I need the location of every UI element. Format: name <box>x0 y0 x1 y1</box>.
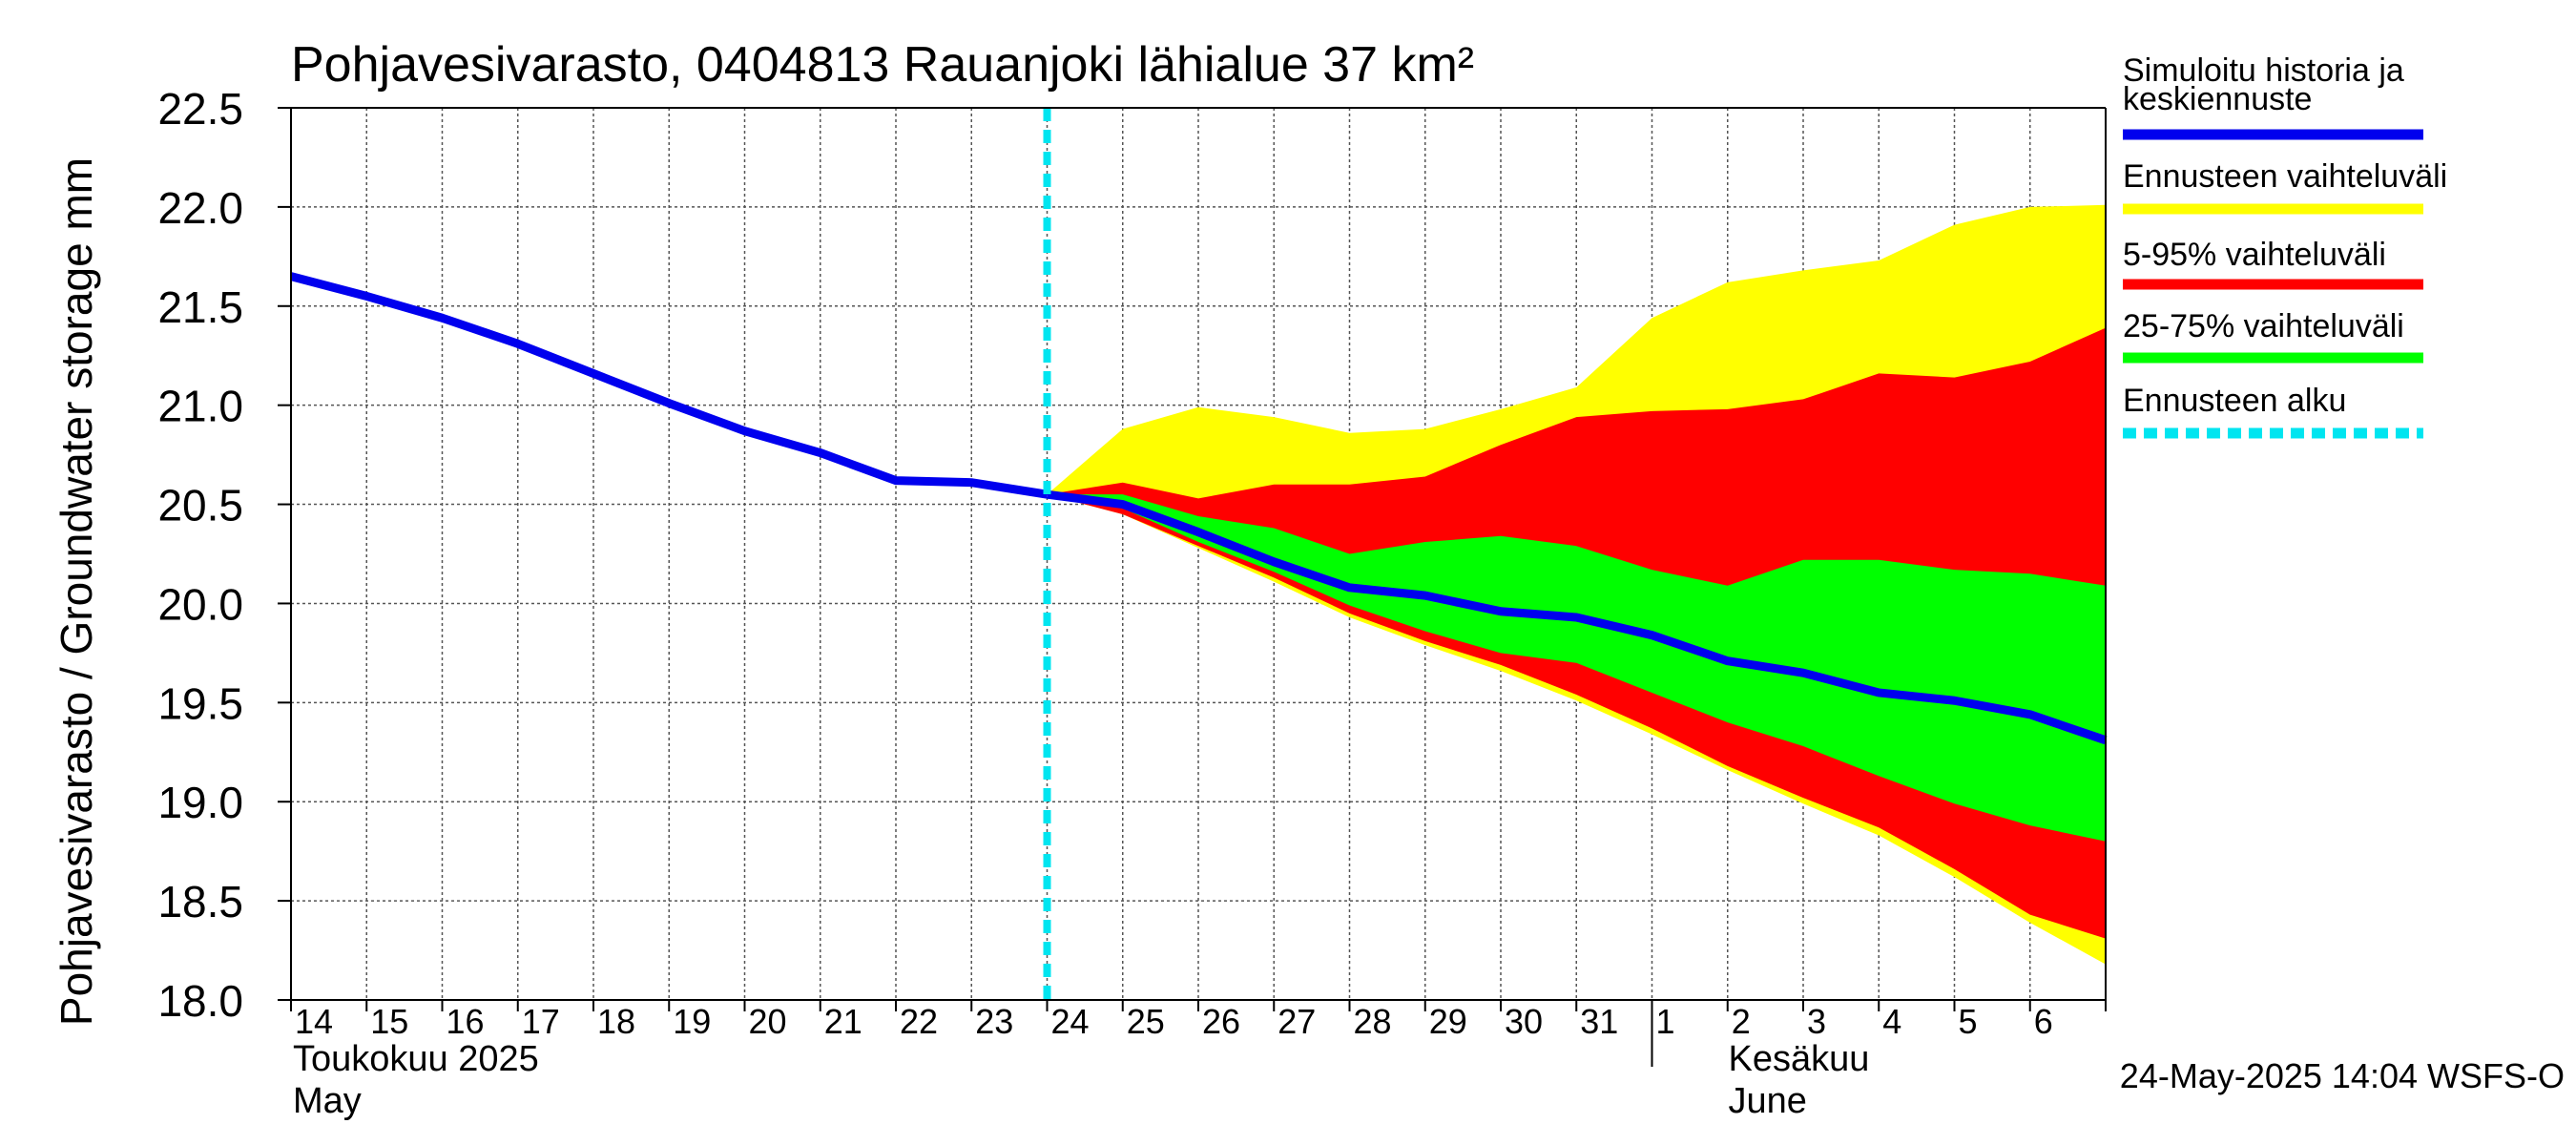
y-tick-label: 19.5 <box>157 678 243 728</box>
x-tick-label: 14 <box>295 1002 333 1041</box>
x-tick-label: 4 <box>1882 1002 1901 1041</box>
y-tick-label: 18.0 <box>157 976 243 1026</box>
legend-label: Ennusteen vaihteluväli <box>2123 158 2447 195</box>
x-tick-label: 27 <box>1278 1002 1316 1041</box>
month-label-en: June <box>1729 1081 1807 1121</box>
band-25-75 <box>1047 494 2106 842</box>
chart-title: Pohjavesivarasto, 0404813 Rauanjoki lähi… <box>291 37 1474 93</box>
x-tick-label: 30 <box>1505 1002 1543 1041</box>
month-label-en: May <box>293 1081 362 1121</box>
legend-label: Ennusteen alku <box>2123 383 2346 419</box>
y-tick-label: 20.0 <box>157 579 243 629</box>
y-tick-label: 22.5 <box>157 84 243 134</box>
x-tick-label: 26 <box>1202 1002 1240 1041</box>
median-forecast-line <box>1046 489 2108 745</box>
y-tick-label: 21.0 <box>157 382 243 431</box>
month-label: Toukokuu 2025 <box>293 1039 539 1079</box>
x-tick-label: 5 <box>1959 1002 1978 1041</box>
x-tick-label: 3 <box>1807 1002 1826 1041</box>
footer-timestamp: 24-May-2025 14:04 WSFS-O <box>2120 1056 2565 1095</box>
x-tick-label: 29 <box>1429 1002 1467 1041</box>
x-tick-label: 21 <box>824 1002 862 1041</box>
x-tick-label: 25 <box>1127 1002 1165 1041</box>
x-tick-label: 28 <box>1354 1002 1392 1041</box>
legend-label: keskiennuste <box>2123 81 2312 117</box>
plot-area: 18.0 18.5 19.0 19.5 20.0 20.5 21.0 21.5 22.0 22.5… <box>157 84 2108 1121</box>
x-tick-label: 1 <box>1656 1002 1675 1041</box>
x-tick-label: 24 <box>1051 1002 1090 1041</box>
y-axis-label: Pohjavesivarasto / Groundwater storage m… <box>52 157 101 1026</box>
y-tick-label: 18.5 <box>157 877 243 926</box>
y-tick-label: 21.5 <box>157 282 243 332</box>
x-tick-label: 18 <box>597 1002 635 1041</box>
y-tick-label: 20.5 <box>157 481 243 531</box>
legend-label: 25-75% vaihteluväli <box>2123 308 2404 344</box>
x-tick-label: 19 <box>673 1002 711 1041</box>
x-tick-label: 15 <box>370 1002 408 1041</box>
x-tick-label: 23 <box>975 1002 1013 1041</box>
x-tick-label: 6 <box>2034 1002 2053 1041</box>
legend-label: 5-95% vaihteluväli <box>2123 237 2386 273</box>
x-tick-label: 16 <box>447 1002 485 1041</box>
y-tick-label: 19.0 <box>157 778 243 827</box>
x-tick-label: 31 <box>1580 1002 1618 1041</box>
legend-label: Simuloitu historia ja <box>2123 52 2404 89</box>
x-tick-label: 17 <box>522 1002 560 1041</box>
x-tick-label: 22 <box>900 1002 938 1041</box>
history-line <box>289 272 1049 499</box>
x-tick-label: 2 <box>1732 1002 1751 1041</box>
x-tick-label: 20 <box>749 1002 787 1041</box>
y-tick-label: 22.0 <box>157 183 243 233</box>
month-label: Kesäkuu <box>1729 1039 1870 1079</box>
